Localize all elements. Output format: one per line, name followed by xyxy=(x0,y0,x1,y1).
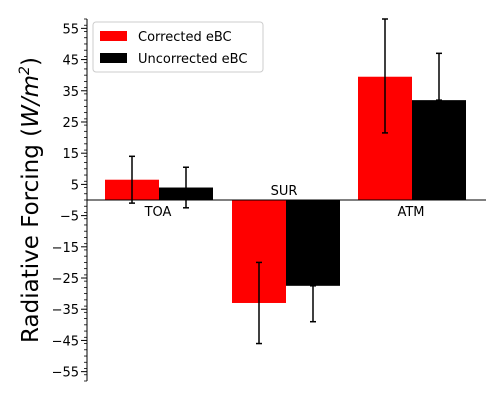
y-tick-label: 35 xyxy=(62,85,79,100)
errorbar-atm-uncorrected xyxy=(436,52,442,101)
errorbar-toa-uncorrected xyxy=(183,166,189,209)
legend-frame xyxy=(92,21,264,73)
errorbar-sur-uncorrected xyxy=(310,285,316,323)
y-tick-label: −55 xyxy=(52,366,79,381)
y-tick-label: −5 xyxy=(60,210,79,225)
y-tick-label: 15 xyxy=(62,147,79,162)
category-label-sur: SUR xyxy=(271,184,298,199)
category-labels: TOA SUR ATM xyxy=(144,184,425,220)
category-label-toa: TOA xyxy=(144,205,172,220)
errorbar-toa-corrected xyxy=(129,155,135,204)
y-axis-label-close: ) xyxy=(18,57,44,66)
legend: Corrected eBC Uncorrected eBC xyxy=(92,21,264,73)
y-tick-label: 25 xyxy=(62,116,79,131)
errorbar-atm-corrected xyxy=(382,18,388,134)
y-tick-label: −35 xyxy=(52,303,79,318)
y-tick-label: −15 xyxy=(52,241,79,256)
y-axis-label-exponent: 2 xyxy=(17,66,33,75)
y-axis-label-unit: W/m xyxy=(18,75,44,128)
y-tick-label: 45 xyxy=(62,54,79,69)
legend-swatch-uncorrected xyxy=(100,53,127,63)
legend-label-uncorrected: Uncorrected eBC xyxy=(138,52,247,67)
y-tick-label: −25 xyxy=(52,272,79,287)
bar-sur-uncorrected xyxy=(286,200,340,286)
y-axis-label: Radiative Forcing (W/m2) xyxy=(17,57,44,343)
y-tick-label: −45 xyxy=(52,334,79,349)
y-tick-label: 5 xyxy=(71,178,79,193)
category-label-atm: ATM xyxy=(397,205,424,220)
legend-label-corrected: Corrected eBC xyxy=(138,30,232,45)
y-tick-label: 55 xyxy=(62,22,79,37)
y-axis-label-text: Radiative Forcing ( xyxy=(18,128,44,343)
legend-swatch-corrected xyxy=(100,31,127,41)
bar-atm-uncorrected xyxy=(412,100,466,200)
bars-layer xyxy=(105,76,466,303)
errorbars-layer xyxy=(129,18,442,345)
errorbar-sur-corrected xyxy=(256,261,262,345)
